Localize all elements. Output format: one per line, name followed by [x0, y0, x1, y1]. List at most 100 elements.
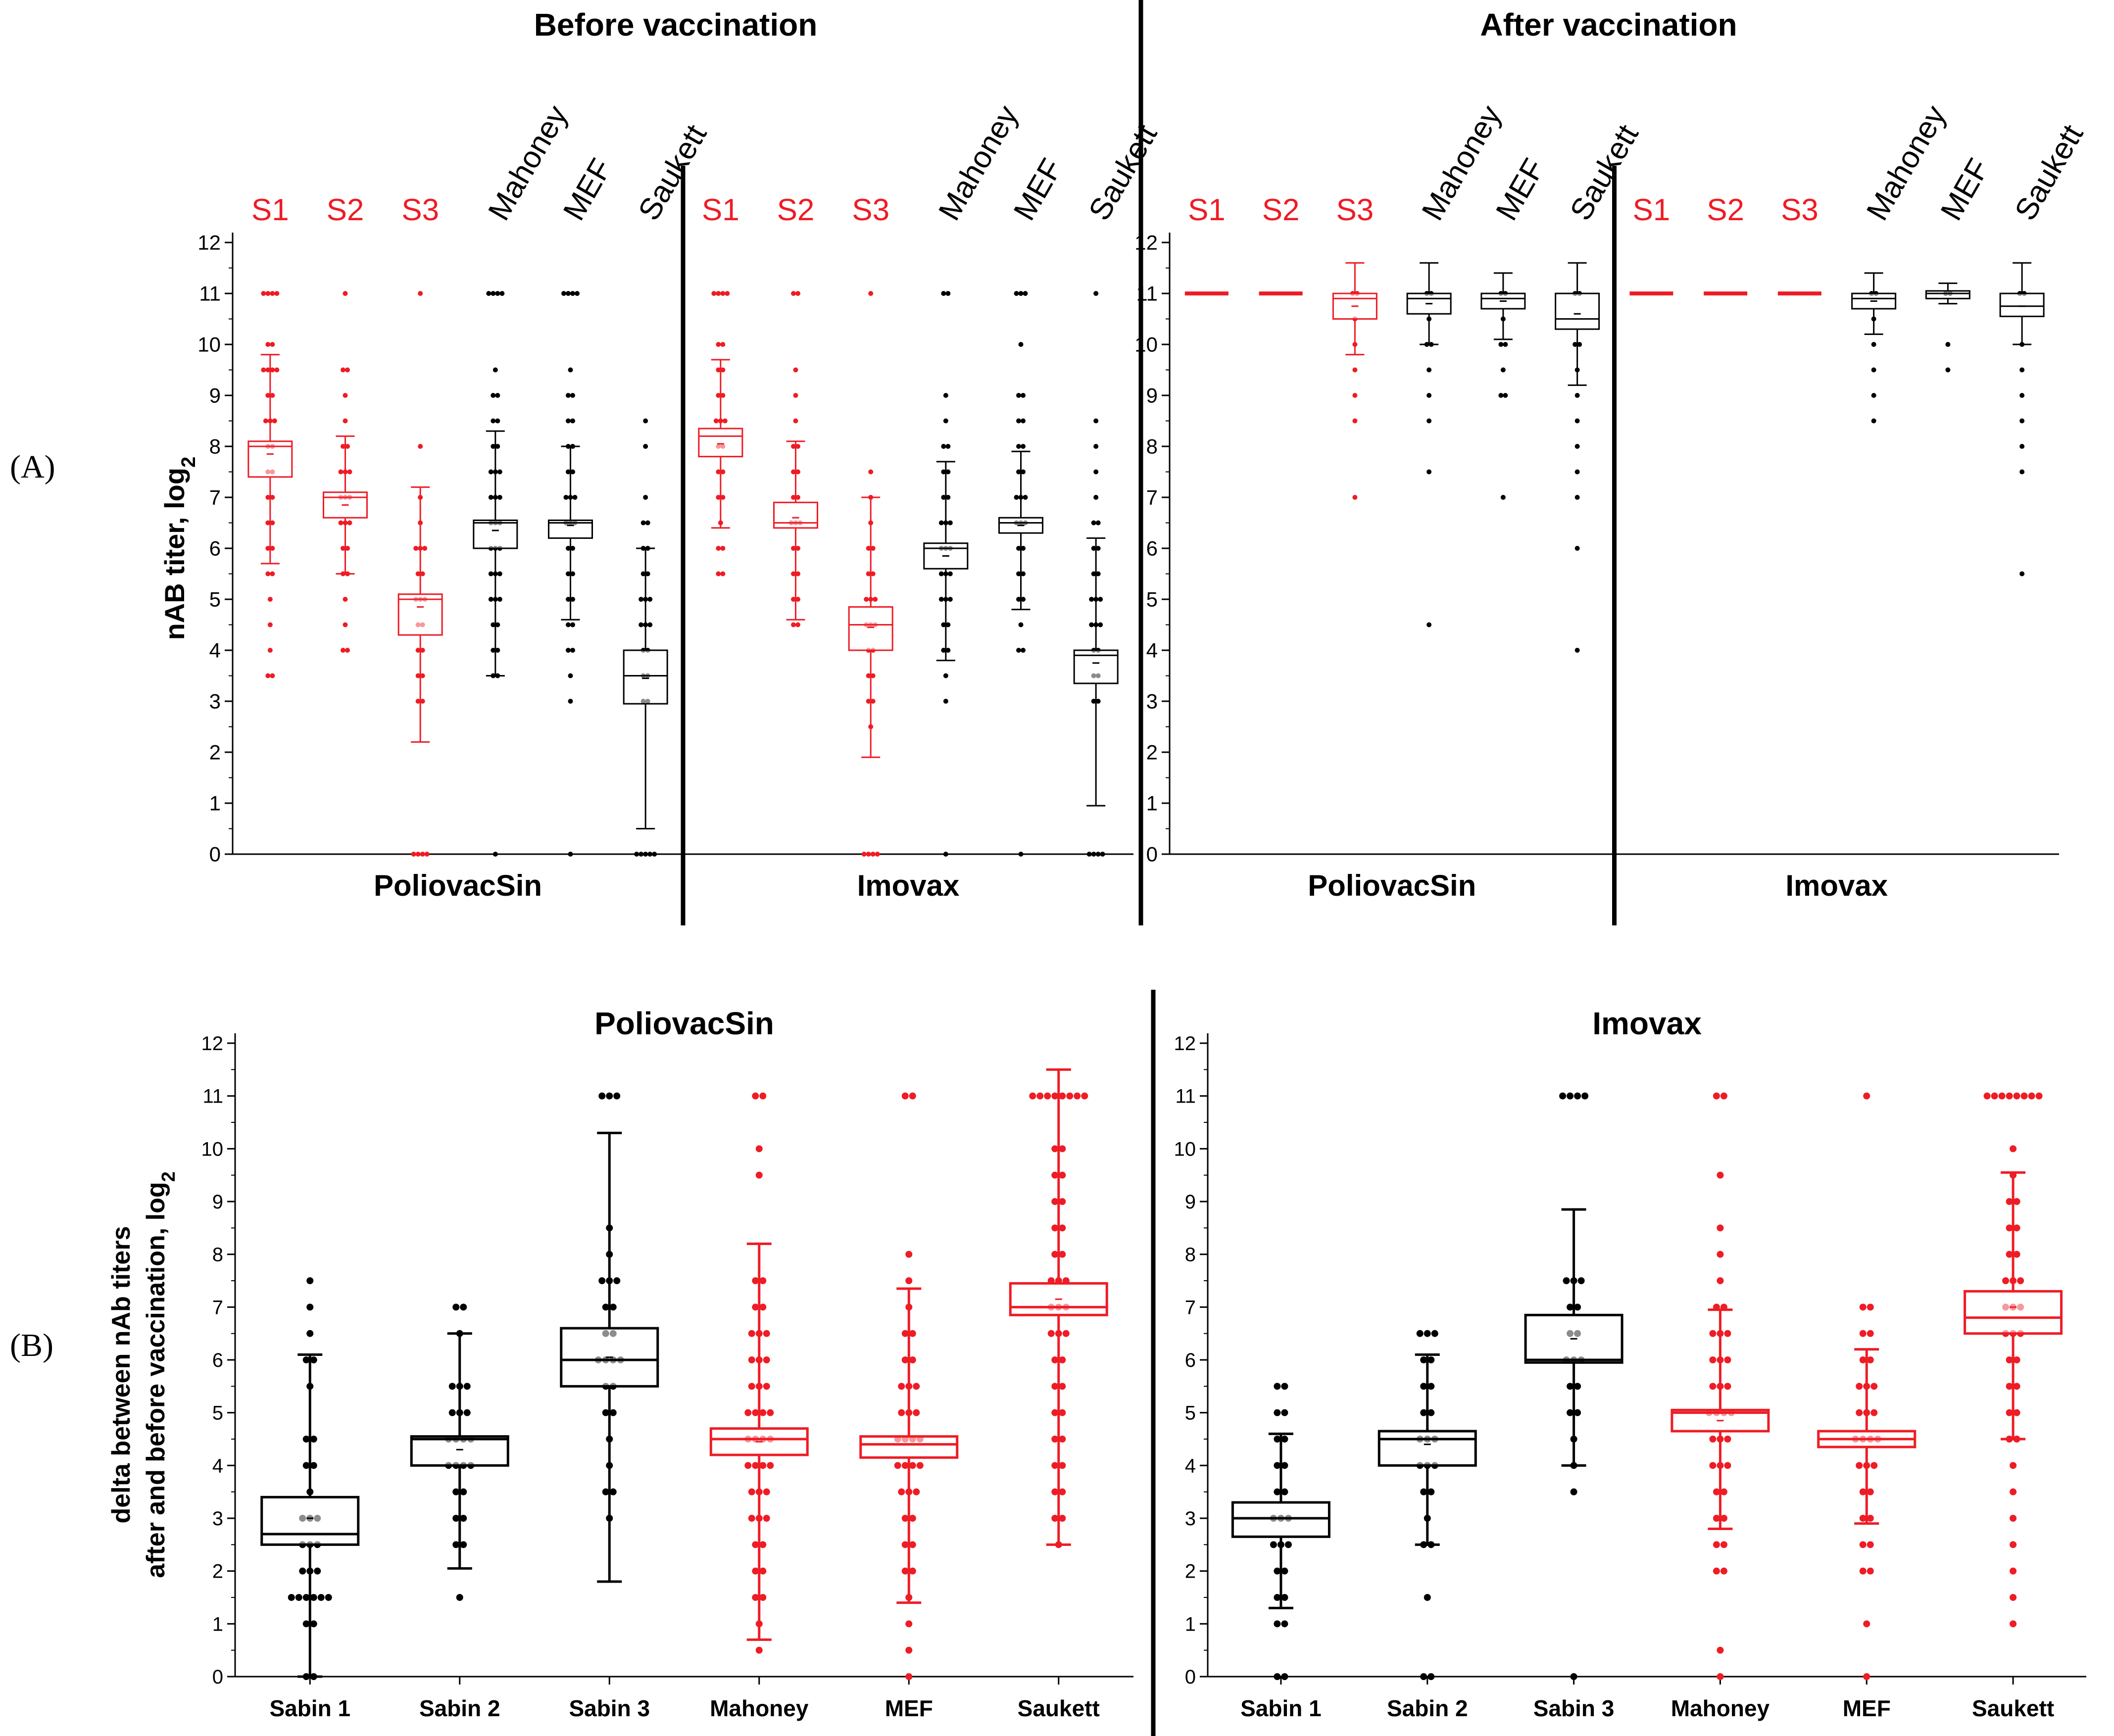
data-point — [2019, 342, 2025, 347]
data-point — [609, 1409, 617, 1416]
data-point — [748, 1356, 755, 1363]
data-point — [606, 1277, 613, 1284]
x-tick-label: Sabin 2 — [1387, 1695, 1468, 1721]
data-point — [1047, 1330, 1055, 1337]
series-label: S1 — [251, 193, 289, 227]
data-point — [905, 1646, 913, 1654]
y-tick-label: 2 — [1146, 741, 1158, 764]
data-point — [901, 1541, 909, 1548]
data-point — [1021, 393, 1026, 398]
data-point — [1093, 469, 1099, 475]
data-point — [2006, 1409, 2013, 1416]
x-tick-label: Mahoney — [1671, 1695, 1770, 1721]
data-point — [1867, 1541, 1874, 1548]
data-point — [1023, 291, 1028, 296]
data-point — [947, 520, 953, 526]
data-point — [491, 648, 496, 653]
data-point — [639, 852, 644, 857]
data-point — [491, 418, 496, 424]
data-point — [1420, 1356, 1427, 1363]
data-point — [302, 1436, 310, 1443]
data-point — [1870, 1462, 1878, 1469]
data-point — [643, 418, 648, 424]
data-point — [1016, 444, 1021, 449]
box-iqr — [260, 1495, 360, 1546]
y-tick-label: 0 — [1185, 1666, 1196, 1688]
data-point — [866, 546, 871, 551]
data-point — [306, 1303, 314, 1311]
data-point — [752, 1277, 759, 1284]
data-point — [302, 1462, 310, 1469]
x-tick-label: Sabin 3 — [569, 1695, 650, 1721]
data-point — [1051, 1145, 1059, 1153]
data-point — [791, 597, 796, 602]
data-point — [870, 571, 876, 577]
data-point — [870, 546, 876, 551]
box-iqr — [848, 606, 893, 651]
data-point — [602, 1409, 609, 1416]
y-tick-label: 9 — [212, 1191, 223, 1213]
data-point — [720, 469, 726, 475]
series-label: Saukett — [1082, 119, 1164, 226]
data-point — [1577, 342, 1582, 347]
data-point — [868, 724, 874, 729]
data-point — [909, 1356, 916, 1363]
data-point — [306, 1277, 314, 1284]
data-point — [492, 571, 498, 577]
data-point — [1426, 622, 1432, 627]
data-point — [491, 673, 496, 678]
group-label: Imovax — [857, 869, 960, 902]
data-point — [606, 1092, 613, 1100]
data-point — [572, 495, 578, 500]
data-point — [295, 1594, 302, 1601]
data-point — [1021, 444, 1026, 449]
panel-label-a: (A) — [10, 449, 55, 485]
data-point — [1051, 1171, 1059, 1179]
panel-label-b: (B) — [10, 1327, 53, 1363]
data-point — [570, 597, 575, 602]
data-point — [941, 648, 946, 653]
data-point — [909, 1541, 916, 1548]
y-tick-label: 4 — [212, 1455, 223, 1477]
data-point — [343, 597, 348, 602]
data-point — [570, 393, 575, 398]
data-point — [1713, 1303, 1720, 1311]
data-point — [452, 1541, 460, 1548]
data-point — [418, 546, 423, 551]
data-point — [1091, 520, 1096, 526]
data-point — [759, 1409, 767, 1416]
data-point — [759, 1594, 767, 1601]
data-point — [861, 852, 867, 857]
data-point — [901, 1092, 909, 1100]
data-point — [310, 1594, 317, 1601]
data-point — [270, 393, 275, 398]
data-point — [302, 1673, 310, 1680]
data-point — [1277, 1541, 1284, 1548]
data-point — [261, 367, 266, 373]
data-point — [1713, 1541, 1720, 1548]
y-tick-label: 0 — [1146, 843, 1158, 866]
data-point — [647, 622, 653, 627]
data-point — [1863, 1092, 1870, 1100]
data-point — [452, 1488, 460, 1495]
data-point — [1051, 1488, 1059, 1495]
x-tick-label: Mahoney — [710, 1695, 809, 1721]
data-point — [492, 367, 498, 373]
data-point — [795, 597, 800, 602]
data-point — [274, 367, 280, 373]
y-tick-label: 5 — [1146, 588, 1158, 611]
data-point — [306, 1330, 314, 1337]
data-point — [1016, 571, 1021, 577]
data-point — [945, 291, 951, 296]
data-point — [499, 291, 505, 296]
data-point — [1871, 316, 1876, 322]
data-point — [1867, 1488, 1874, 1495]
data-point — [265, 673, 271, 678]
data-point — [640, 571, 646, 577]
data-point — [795, 546, 800, 551]
data-point — [2006, 1224, 2013, 1232]
data-point — [1867, 1356, 1874, 1363]
data-point — [1577, 1277, 1585, 1284]
data-point — [947, 597, 953, 602]
data-point — [415, 699, 421, 704]
